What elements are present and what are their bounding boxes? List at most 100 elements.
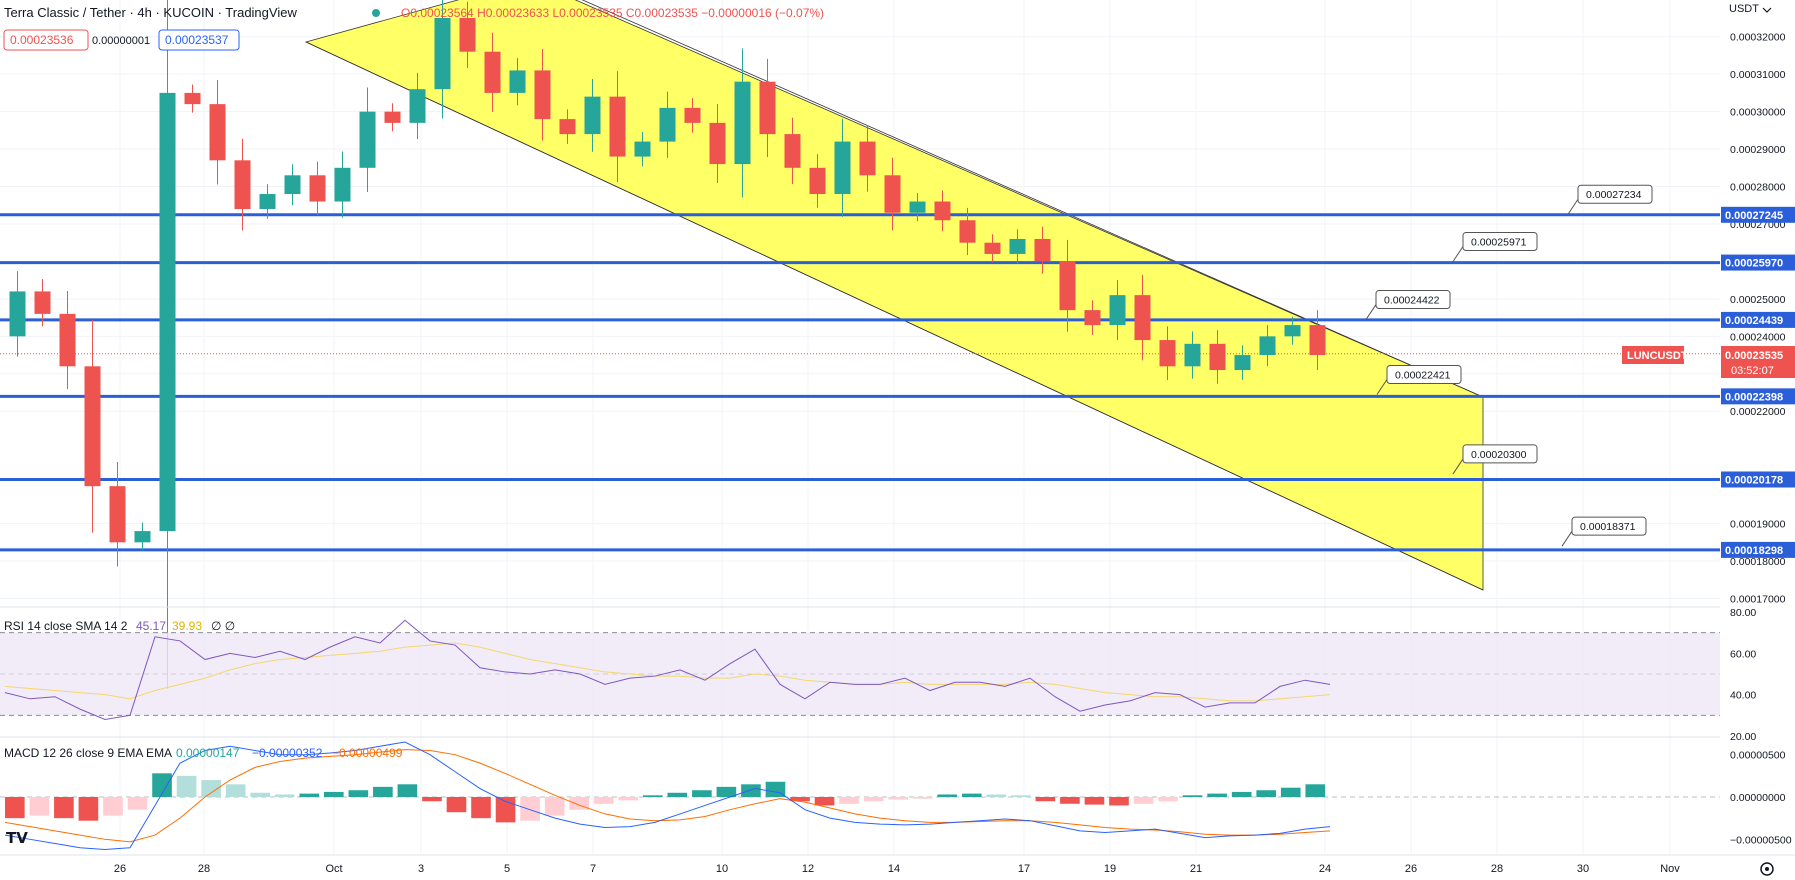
candle[interactable] (334, 167, 351, 202)
candle[interactable] (209, 104, 226, 161)
candle[interactable] (609, 96, 626, 157)
candle[interactable] (1284, 325, 1301, 337)
candle[interactable] (9, 291, 26, 337)
candle[interactable] (1159, 340, 1176, 367)
candle[interactable] (584, 96, 601, 135)
macd-hist-bar (225, 784, 246, 797)
bid-price: 0.00023536 (10, 33, 74, 47)
candle[interactable] (634, 141, 651, 157)
candle[interactable] (959, 220, 976, 243)
callout-label: 0.00024422 (1384, 295, 1440, 307)
candle[interactable] (84, 366, 101, 487)
time-tick-label: 21 (1190, 863, 1202, 875)
price-callout[interactable] (1462, 232, 1538, 252)
price-callout[interactable] (1386, 364, 1462, 384)
candle[interactable] (734, 81, 751, 165)
price-badge (1721, 346, 1795, 378)
rsi-line[interactable] (4, 619, 1331, 720)
macd-tick-label: 0.00000000 (1730, 792, 1786, 804)
candle[interactable] (384, 111, 401, 123)
candle[interactable] (509, 70, 526, 93)
bid-box[interactable] (3, 29, 89, 51)
candle[interactable] (284, 175, 301, 195)
rsi-sma-line[interactable] (4, 642, 1331, 702)
candle[interactable] (909, 201, 926, 213)
horizontal-levels[interactable] (0, 0, 1720, 591)
bar-countdown: 03:52:07 (1731, 365, 1774, 377)
channel-upper-line[interactable] (560, 0, 1484, 398)
candle[interactable] (1309, 325, 1326, 356)
channel-lower-line[interactable] (305, 41, 1484, 591)
time-tick-label: Oct (325, 863, 342, 875)
candle[interactable] (1209, 343, 1226, 371)
rsi-axis: 80.00 60.00 40.00 20.00 (1730, 607, 1756, 743)
macd-hist-bar (1256, 790, 1277, 797)
candle[interactable] (934, 201, 951, 221)
candle[interactable] (884, 175, 901, 213)
price-tick-label: 0.00030000 (1730, 107, 1786, 119)
macd-hist-bar (839, 797, 859, 804)
candle[interactable] (359, 111, 376, 168)
candle[interactable] (134, 531, 151, 543)
candle[interactable] (234, 160, 251, 210)
candle[interactable] (409, 89, 426, 123)
candle[interactable] (659, 107, 676, 142)
candlestick-series[interactable] (9, 0, 1326, 689)
candle[interactable] (759, 81, 776, 135)
macd-hist-bar (446, 797, 467, 813)
candle[interactable] (484, 51, 501, 93)
rsi-tick-label: 60.00 (1730, 648, 1756, 660)
candle[interactable] (559, 119, 576, 135)
candle[interactable] (1234, 355, 1251, 371)
price-axis[interactable]: 0.00032000 0.00031000 0.00030000 0.00029000… (1730, 32, 1786, 606)
price-callouts[interactable]: 0.00027234 0.00025971 0.00024422 0.00022421… (1365, 184, 1653, 547)
macd-line[interactable] (4, 741, 1331, 850)
chevron-down-icon[interactable] (1762, 7, 1772, 13)
time-tick-label: 14 (888, 863, 900, 875)
candle[interactable] (709, 122, 726, 165)
candle[interactable] (109, 486, 126, 543)
candle[interactable] (159, 92, 176, 532)
ask-box[interactable] (158, 29, 240, 51)
candle[interactable] (1034, 238, 1051, 262)
candle[interactable] (834, 141, 851, 195)
currency-label[interactable]: USDT (1729, 3, 1759, 15)
candle[interactable] (1259, 336, 1276, 356)
macd-hist-bar (937, 794, 958, 797)
candle[interactable] (184, 92, 201, 105)
candle[interactable] (1134, 295, 1151, 341)
time-axis[interactable]: 26 28 Oct 3 5 7 10 12 14 17 19 21 24 26 28 30 Nov (114, 863, 1680, 875)
price-callout[interactable] (1375, 290, 1451, 310)
candle[interactable] (1084, 310, 1101, 326)
price-callout[interactable] (1571, 516, 1647, 536)
candle[interactable] (809, 167, 826, 195)
macd-hist-bar (1011, 795, 1031, 797)
candle[interactable] (459, 18, 476, 52)
time-tick-label: 3 (418, 863, 424, 875)
level-badge (1721, 471, 1795, 488)
price-callout[interactable] (1462, 444, 1538, 464)
tradingview-logo-icon[interactable]: TV (6, 829, 28, 847)
gear-icon[interactable] (1760, 862, 1774, 876)
candle[interactable] (1059, 261, 1076, 311)
price-callout[interactable] (1577, 184, 1653, 204)
candle[interactable] (309, 175, 326, 202)
candle[interactable] (434, 18, 451, 90)
candle[interactable] (534, 70, 551, 120)
candle[interactable] (984, 242, 1001, 254)
candle[interactable] (259, 194, 276, 210)
candle[interactable] (784, 134, 801, 168)
macd-signal-line[interactable] (4, 749, 1331, 843)
candle[interactable] (1009, 238, 1026, 254)
callout-label: 0.00022421 (1395, 369, 1451, 381)
candle[interactable] (1109, 295, 1126, 326)
candle[interactable] (59, 313, 76, 367)
callout-pointer (1452, 458, 1464, 475)
candle[interactable] (859, 141, 876, 176)
last-price-badge: LUNCUSDT 0.00023535 03:52:07 (1622, 346, 1795, 378)
candle[interactable] (1184, 343, 1201, 367)
macd-histogram[interactable] (5, 773, 1326, 823)
candle[interactable] (34, 291, 51, 314)
candle[interactable] (684, 107, 701, 123)
